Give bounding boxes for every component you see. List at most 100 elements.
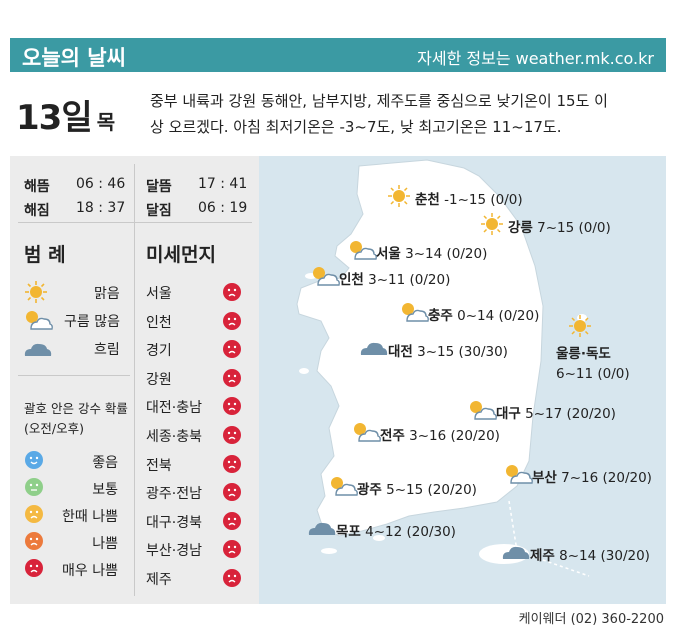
city-forecast: 4~12 (20/30): [360, 524, 456, 540]
city-forecast: -1~15 (0/0): [439, 192, 523, 208]
dust-level-label: 한때 나쁨: [62, 509, 118, 525]
page-title: 오늘의 날씨: [22, 46, 126, 70]
city-label: 부산 7~16 (20/20): [532, 466, 652, 486]
city-label: 전주 3~16 (20/20): [380, 424, 500, 444]
sun-cloud-icon: [309, 264, 341, 292]
sunset-time: 18 : 37: [76, 200, 126, 216]
dust-face-icon: [222, 511, 242, 535]
column-divider: [134, 164, 135, 596]
credit-text: 케이웨더 (02) 360-2200: [518, 612, 664, 627]
dust-face-icon: [222, 454, 242, 478]
dust-face-icon: [24, 450, 44, 474]
sun-icon: [478, 212, 506, 240]
city-name: 울릉·독도: [556, 346, 611, 362]
dust-face-icon: [222, 396, 242, 420]
city-forecast: 8~14 (30/20): [554, 548, 650, 564]
forecast-line-1: 중부 내륙과 강원 동해안, 남부지방, 제주도를 중심으로 낮기온이 15도 …: [150, 92, 608, 110]
dust-face-icon: [222, 568, 242, 592]
moonset-time: 06 : 19: [198, 200, 248, 216]
dust-region-name: 강원: [146, 371, 172, 388]
sun-cloud-icon: [502, 462, 534, 490]
sun-cloud-icon: [26, 311, 53, 330]
city-name: 춘천: [415, 192, 440, 208]
dust-face-icon: [222, 282, 242, 306]
island: [299, 368, 309, 374]
dust-region-name: 대전·충남: [146, 400, 202, 417]
date-display: 13일 목: [16, 90, 136, 140]
city-label: 울릉·독도 6~11 (0/0): [556, 344, 630, 384]
city-name: 제주: [530, 548, 555, 564]
dust-level-label: 매우 나쁨: [62, 563, 118, 579]
dust-level-label: 나쁨: [92, 536, 118, 552]
sunrise-label: 해뜸: [24, 179, 50, 195]
legend-label-partly-cloudy: 구름 많음: [64, 314, 120, 330]
dust-region-name: 부산·경남: [146, 543, 202, 560]
city-forecast: 5~17 (20/20): [520, 406, 616, 422]
city-name: 강릉: [508, 220, 533, 236]
city-name: 충주: [428, 308, 453, 324]
sun-icon: [385, 184, 413, 212]
legend-title: 범 례: [24, 244, 66, 266]
day-number: 13일: [16, 98, 93, 138]
cloud-icon: [24, 343, 52, 356]
city-forecast: 3~16 (20/20): [404, 428, 500, 444]
sun-icon: [566, 314, 594, 342]
city-forecast: 7~16 (20/20): [556, 470, 652, 486]
dust-face-icon: [24, 477, 44, 501]
city-forecast: 6~11 (0/0): [556, 366, 630, 382]
fine-dust-title: 미세먼지: [146, 244, 216, 266]
cloud-icon: [500, 540, 532, 566]
city-forecast: 3~15 (30/30): [412, 344, 508, 360]
dust-face-icon: [222, 339, 242, 363]
dust-face-icon: [222, 539, 242, 563]
dust-face-icon: [24, 504, 44, 528]
dust-region-name: 경기: [146, 343, 172, 360]
note-line-1: 괄호 안은 강수 확률: [24, 401, 128, 416]
dust-face-icon: [222, 311, 242, 335]
city-label: 춘천 -1~15 (0/0): [415, 188, 523, 208]
city-label: 인천 3~11 (0/20): [339, 268, 450, 288]
sunrise-time: 06 : 46: [76, 176, 126, 192]
dust-face-icon: [222, 482, 242, 506]
city-label: 대전 3~15 (30/30): [388, 340, 508, 360]
sun-cloud-icon: [398, 300, 430, 328]
legend-label-cloudy: 흐림: [94, 342, 120, 358]
dust-level-label: 좋음: [92, 455, 118, 471]
city-label: 광주 5~15 (20/20): [357, 478, 477, 498]
sun-cloud-icon: [466, 398, 498, 426]
dust-region-name: 제주: [146, 572, 172, 588]
sun-cloud-icon: [346, 238, 378, 266]
dust-region-name: 전북: [146, 457, 172, 474]
rain-probability-note: 괄호 안은 강수 확률 (오전/오후): [24, 399, 128, 439]
city-label: 대구 5~17 (20/20): [496, 402, 616, 422]
island: [321, 548, 337, 554]
sun-cloud-icon: [327, 474, 359, 502]
dust-face-icon: [222, 368, 242, 392]
moonset-label: 달짐: [146, 203, 172, 219]
island: [373, 535, 385, 541]
city-name: 대전: [388, 344, 413, 360]
city-forecast: 5~15 (20/20): [381, 482, 477, 498]
dust-face-icon: [24, 558, 44, 582]
city-label: 목포 4~12 (20/30): [336, 520, 456, 540]
city-name: 부산: [532, 470, 557, 486]
cloud-icon: [358, 336, 390, 362]
city-forecast: 7~15 (0/0): [532, 220, 611, 236]
weekday: 목: [96, 110, 116, 134]
city-label: 제주 8~14 (30/20): [530, 544, 650, 564]
moonrise-label: 달뜸: [146, 179, 172, 195]
city-name: 전주: [380, 428, 405, 444]
dust-face-icon: [24, 531, 44, 555]
sunset-label: 해짐: [24, 203, 50, 219]
dust-region-name: 세종·충북: [146, 429, 202, 445]
sun-cloud-icon: [350, 420, 382, 448]
legend-label-clear: 맑음: [94, 286, 120, 302]
city-name: 목포: [336, 524, 361, 540]
city-label: 충주 0~14 (0/20): [428, 304, 539, 324]
dust-face-icon: [222, 425, 242, 449]
header-bar: 오늘의 날씨 자세한 정보는 weather.mk.co.kr: [10, 38, 666, 72]
divider-line: [18, 375, 130, 376]
city-name: 대구: [496, 406, 521, 422]
city-name: 광주: [357, 482, 382, 498]
city-forecast: 3~11 (0/20): [363, 272, 451, 288]
